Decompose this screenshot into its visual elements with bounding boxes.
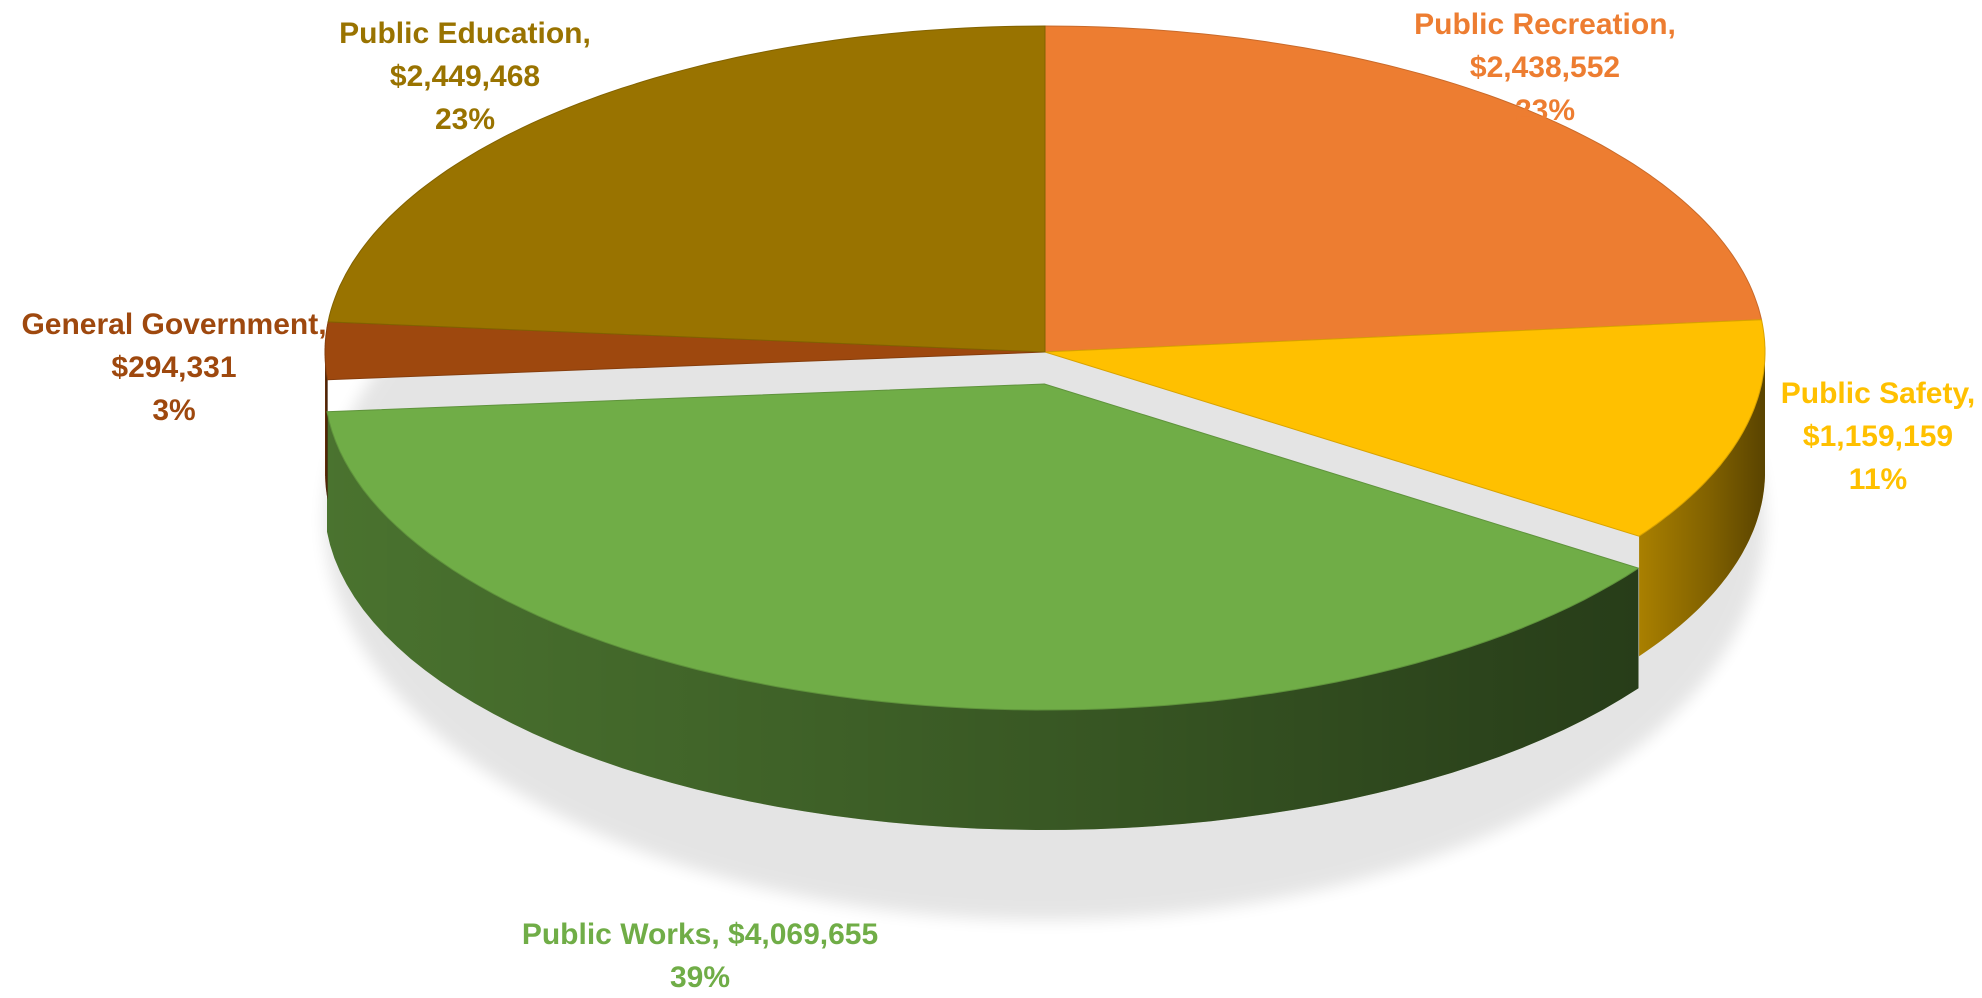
pie-side-shade-1: [1639, 352, 1765, 657]
data-label-line: 3%: [152, 394, 195, 427]
pie-side-shade-2: [327, 411, 1639, 830]
data-label-general-government: General Government, $294,331 3%: [21, 308, 326, 427]
pie-slice-public-safety: [1044, 319, 1766, 537]
data-label-line: 23%: [435, 103, 495, 136]
pie-sides: [325, 352, 1765, 830]
data-label-line: $2,438,552: [1470, 51, 1620, 84]
pie-slice-public-recreation: [1044, 25, 1763, 353]
data-label-public-recreation: Public Recreation, $2,438,552 23%: [1414, 8, 1676, 127]
pie-labels: Public Recreation, $2,438,552 23% Public Sa…: [21, 8, 1975, 994]
data-label-line: Public Safety,: [1781, 377, 1976, 410]
pie-slice-public-works: [326, 383, 1640, 711]
data-label-line: Public Works, $4,069,655: [522, 918, 878, 951]
data-label-line: 39%: [670, 961, 730, 994]
data-label-public-safety: Public Safety, $1,159,159 11%: [1781, 377, 1976, 496]
pie-side-shade-3: [325, 352, 328, 500]
data-label-line: $2,449,468: [390, 60, 540, 93]
data-label-line: Public Recreation,: [1414, 8, 1676, 41]
pie-tops: [324, 25, 1766, 711]
pie-slice-public-education: [327, 25, 1046, 353]
pie-slice-general-government: [324, 321, 1046, 381]
data-label-line: Public Education,: [339, 17, 591, 50]
data-label-line: General Government,: [21, 308, 326, 341]
data-label-public-education: Public Education, $2,449,468 23%: [339, 17, 591, 136]
data-label-line: 11%: [1849, 463, 1907, 496]
data-label-line: $1,159,159: [1803, 420, 1953, 453]
data-label-line: $294,331: [111, 351, 236, 384]
data-label-line: 23%: [1515, 94, 1575, 127]
data-label-public-works: Public Works, $4,069,655 39%: [522, 918, 878, 994]
